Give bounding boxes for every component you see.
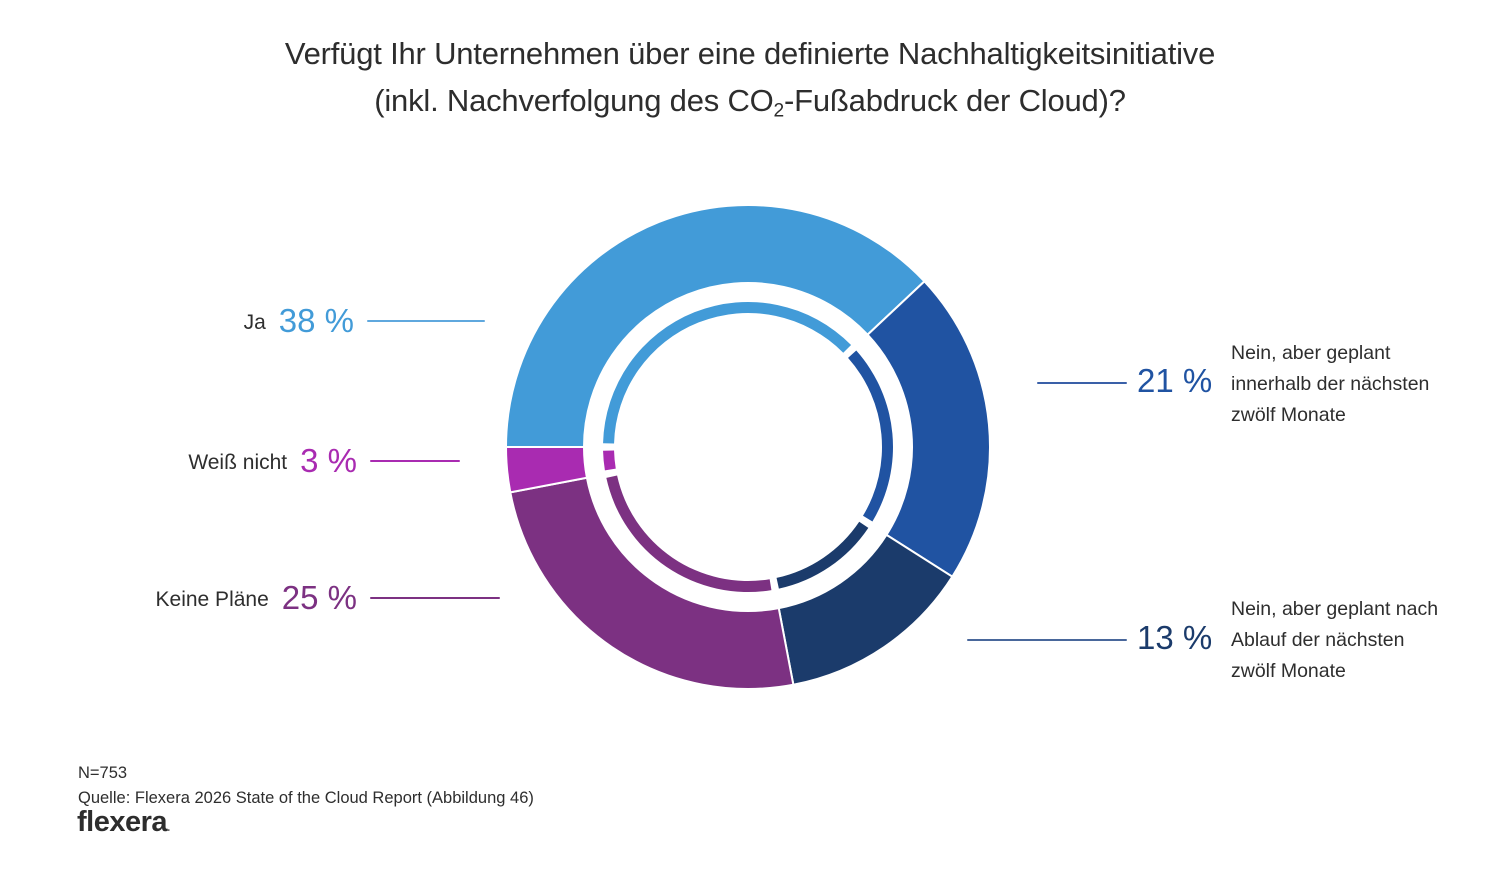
callout-geplant-12-label: Nein, aber geplant innerhalb der nächste… bbox=[1231, 342, 1430, 426]
callout-keine-plaene: Keine Pläne 25 % bbox=[90, 576, 500, 620]
title-line2-post: -Fußabdruck der Cloud)? bbox=[784, 83, 1126, 118]
callout-ja-label: Ja bbox=[243, 311, 266, 334]
callout-keine-plaene-value: 25 % bbox=[281, 579, 357, 616]
flexera-logo: flexera. bbox=[77, 806, 170, 839]
chart-title: Verfügt Ihr Unternehmen über eine defini… bbox=[0, 30, 1500, 134]
flexera-logo-dot: . bbox=[167, 820, 170, 834]
sample-size: N=753 bbox=[78, 764, 128, 782]
source-note: Quelle: Flexera 2026 State of the Cloud … bbox=[78, 789, 534, 807]
leader-line-geplant-12 bbox=[1037, 382, 1127, 384]
leader-line-weiss-nicht bbox=[370, 460, 460, 462]
title-line2-pre: (inkl. Nachverfolgung des CO bbox=[374, 83, 774, 118]
callout-geplant-nach-12-label: Nein, aber geplant nach Ablauf der nächs… bbox=[1231, 598, 1439, 682]
callout-weiss-nicht-value: 3 % bbox=[300, 442, 357, 479]
callout-geplant-12-value: 21 % bbox=[1137, 362, 1213, 399]
leader-line-ja bbox=[367, 320, 485, 322]
callout-geplant-nach-12-value: 13 % bbox=[1137, 619, 1213, 656]
leader-line-keine-plaene bbox=[370, 597, 500, 599]
callout-weiss-nicht-label: Weiß nicht bbox=[188, 451, 288, 474]
co2-subscript: 2 bbox=[773, 100, 785, 122]
donut-chart bbox=[504, 204, 991, 690]
title-line1: Verfügt Ihr Unternehmen über eine defini… bbox=[284, 36, 1216, 71]
callout-keine-plaene-label: Keine Pläne bbox=[155, 588, 269, 611]
callout-weiss-nicht: Weiß nicht 3 % bbox=[90, 439, 460, 483]
callout-ja: Ja 38 % bbox=[90, 299, 485, 343]
flexera-wordmark: flexera bbox=[77, 806, 168, 838]
leader-line-geplant-nach-12 bbox=[967, 639, 1127, 641]
callout-ja-value: 38 % bbox=[278, 302, 354, 339]
title-line2: (inkl. Nachverfolgung des CO2-Fußabdruck… bbox=[0, 77, 1500, 134]
